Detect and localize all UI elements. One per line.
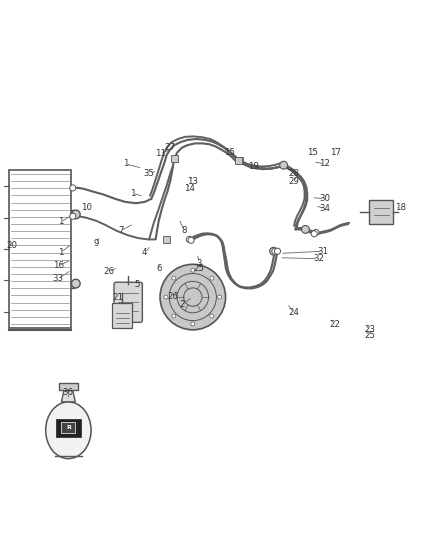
Text: 13: 13: [187, 177, 198, 186]
Text: 21: 21: [112, 294, 123, 302]
Circle shape: [272, 248, 278, 254]
Circle shape: [270, 247, 278, 255]
Bar: [163, 236, 170, 243]
Circle shape: [210, 276, 214, 280]
Circle shape: [191, 322, 195, 326]
Circle shape: [218, 295, 222, 299]
Text: 33: 33: [53, 274, 64, 283]
Text: 26: 26: [103, 267, 114, 276]
Circle shape: [311, 231, 317, 237]
Text: 16: 16: [53, 261, 64, 270]
Text: 2: 2: [179, 300, 185, 309]
Bar: [369, 200, 393, 224]
Text: 18: 18: [395, 203, 406, 212]
Text: 9: 9: [93, 239, 99, 248]
FancyBboxPatch shape: [114, 282, 142, 322]
Text: 24: 24: [289, 308, 300, 317]
Bar: [61, 422, 75, 433]
Circle shape: [313, 229, 319, 236]
Text: 6: 6: [156, 264, 162, 273]
Text: 32: 32: [313, 254, 324, 263]
Text: 36: 36: [63, 387, 74, 397]
Text: 10: 10: [81, 203, 92, 212]
Text: 12: 12: [319, 159, 330, 168]
Text: 1: 1: [123, 159, 128, 168]
Text: R: R: [66, 425, 71, 430]
Bar: [56, 419, 81, 437]
Bar: [235, 157, 242, 164]
Circle shape: [160, 264, 226, 330]
Text: 27: 27: [165, 143, 176, 152]
Bar: [113, 303, 132, 328]
Circle shape: [301, 225, 309, 233]
Circle shape: [275, 248, 281, 254]
Text: 1: 1: [130, 189, 135, 198]
Bar: [10, 171, 71, 328]
Circle shape: [71, 279, 80, 288]
Circle shape: [172, 314, 176, 318]
Text: 4: 4: [142, 248, 148, 257]
Text: 15: 15: [224, 148, 235, 157]
Circle shape: [70, 185, 76, 191]
Text: 29: 29: [289, 177, 300, 186]
Text: 11: 11: [155, 149, 166, 158]
Circle shape: [210, 314, 214, 318]
Text: 5: 5: [134, 280, 140, 289]
Bar: [59, 383, 78, 390]
Text: 28: 28: [289, 169, 300, 179]
Text: 35: 35: [144, 169, 155, 179]
Text: 15: 15: [307, 148, 318, 157]
Text: 8: 8: [181, 226, 187, 235]
Text: 26: 26: [168, 292, 179, 301]
Circle shape: [172, 276, 176, 280]
Circle shape: [164, 295, 168, 299]
Text: 17: 17: [331, 148, 342, 157]
Circle shape: [191, 268, 195, 272]
Text: 1: 1: [58, 217, 64, 227]
Circle shape: [280, 161, 288, 169]
Text: 7: 7: [118, 226, 124, 235]
Bar: [237, 157, 244, 164]
Bar: [171, 155, 178, 161]
Text: 22: 22: [329, 320, 340, 329]
Text: 20: 20: [6, 241, 17, 250]
Text: 3: 3: [197, 259, 202, 268]
Text: 25: 25: [194, 264, 205, 273]
Circle shape: [70, 213, 76, 220]
Text: 34: 34: [319, 204, 330, 213]
Ellipse shape: [46, 402, 91, 458]
Circle shape: [188, 237, 194, 244]
Text: 1: 1: [58, 248, 64, 257]
Text: 19: 19: [247, 163, 258, 172]
Circle shape: [186, 236, 192, 243]
Circle shape: [71, 210, 80, 219]
Text: 31: 31: [318, 247, 328, 256]
Text: 30: 30: [319, 195, 330, 203]
Text: 23: 23: [364, 325, 375, 334]
Text: 14: 14: [184, 184, 195, 193]
Polygon shape: [61, 390, 75, 402]
Text: 25: 25: [364, 331, 375, 340]
